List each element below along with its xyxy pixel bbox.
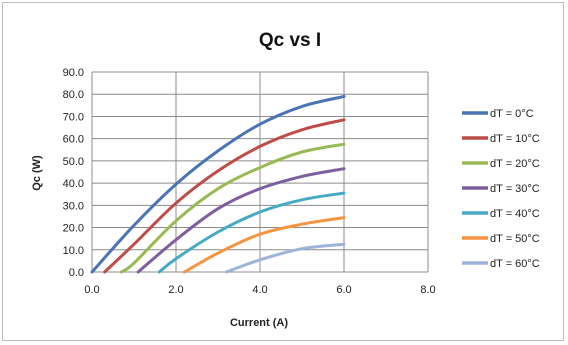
legend-label-2: dT = 20°C [490, 158, 540, 170]
x-axis-title: Current (A) [230, 317, 288, 329]
y-axis-title: Qc (W) [31, 155, 43, 191]
x-tick-label: 4.0 [252, 284, 267, 296]
series-layer [90, 94, 346, 274]
series-line-1 [103, 118, 346, 274]
x-tick-labels: 0.0 2.0 4.0 6.0 8.0 [84, 284, 435, 296]
y-tick-label: 60.0 [63, 134, 84, 146]
series-line-3 [136, 167, 346, 274]
legend-label-1: dT = 10°C [490, 133, 540, 145]
chart-frame [2, 2, 564, 341]
legend-label-3: dT = 30°C [490, 183, 540, 195]
x-tick-label: 8.0 [420, 284, 435, 296]
x-tick-label: 0.0 [84, 284, 99, 296]
legend-label-4: dT = 40°C [490, 208, 540, 220]
grid-layer [91, 71, 429, 273]
legend: dT = 0°C dT = 10°C dT = 20°C dT = 30°C dT = … [462, 108, 540, 270]
y-tick-label: 0.0 [69, 267, 84, 279]
y-tick-labels: 0.0 10.0 20.0 30.0 40.0 50.0 60.0 70.0 80.0 90.0 [63, 67, 84, 279]
x-tick-label: 2.0 [168, 284, 183, 296]
series-line-0 [90, 94, 346, 274]
y-tick-label: 70.0 [63, 111, 84, 123]
y-tick-label: 90.0 [63, 67, 84, 79]
legend-label-5: dT = 50°C [490, 233, 540, 245]
series-line-6 [224, 242, 346, 274]
series-line-5 [182, 216, 346, 274]
series-line-2 [119, 142, 346, 274]
y-tick-label: 80.0 [63, 89, 84, 101]
x-tick-label: 6.0 [336, 284, 351, 296]
y-tick-label: 50.0 [63, 156, 84, 168]
series-line-4 [157, 191, 346, 274]
legend-label-6: dT = 60°C [490, 258, 540, 270]
y-tick-label: 30.0 [63, 200, 84, 212]
chart-title: Qc vs I [259, 30, 321, 51]
y-tick-label: 20.0 [63, 223, 84, 235]
y-tick-label: 10.0 [63, 245, 84, 257]
y-tick-label: 40.0 [63, 178, 84, 190]
legend-label-0: dT = 0°C [490, 108, 534, 120]
